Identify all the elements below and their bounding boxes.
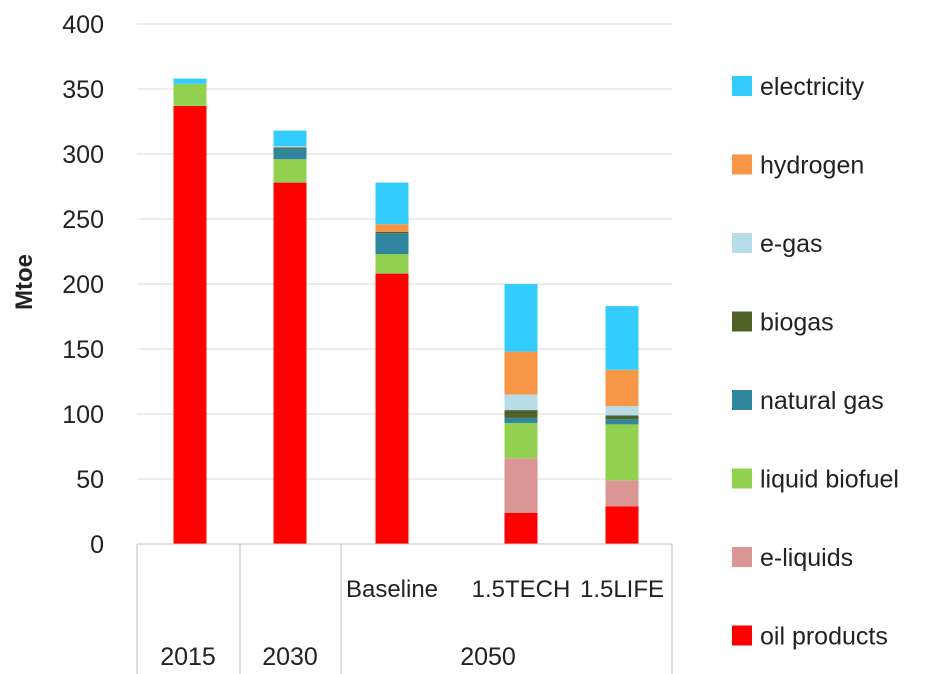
y-tick-label: 350 bbox=[62, 76, 104, 104]
bar-segment bbox=[273, 159, 307, 183]
bar-segment bbox=[273, 182, 307, 544]
legend-item: e-liquids bbox=[732, 544, 853, 572]
legend-swatch bbox=[732, 468, 752, 489]
legend-label: biogas bbox=[760, 309, 834, 337]
bar-stack bbox=[173, 78, 207, 545]
bar-segment bbox=[504, 423, 538, 459]
legend-swatch bbox=[732, 154, 752, 175]
bar-segment bbox=[605, 369, 639, 407]
y-axis-label: Mtoe bbox=[11, 254, 38, 310]
bar-segment bbox=[504, 284, 538, 352]
y-tick-label: 300 bbox=[62, 141, 104, 169]
legend-item: oil products bbox=[732, 623, 888, 651]
bar-segment bbox=[605, 306, 639, 370]
bar-segment bbox=[375, 232, 409, 234]
y-tick-label: 150 bbox=[62, 336, 104, 364]
bar-segment bbox=[273, 147, 307, 149]
legend-label: hydrogen bbox=[760, 152, 864, 180]
legend-label: liquid biofuel bbox=[760, 466, 899, 494]
legend-item: liquid biofuel bbox=[732, 466, 899, 494]
legend-item: natural gas bbox=[732, 387, 884, 415]
x-category-label: 1.5TECH bbox=[472, 576, 571, 603]
bar-stack bbox=[504, 284, 538, 544]
bar-stack bbox=[273, 130, 307, 544]
bar-segment bbox=[504, 410, 538, 418]
bars bbox=[173, 78, 639, 545]
legend-swatch bbox=[732, 390, 752, 410]
bar-segment bbox=[375, 182, 409, 225]
bar-segment bbox=[173, 83, 207, 106]
x-group-label: 2050 bbox=[460, 643, 516, 671]
bar-segment bbox=[375, 224, 409, 232]
legend-swatch bbox=[732, 76, 752, 96]
bar-segment bbox=[605, 406, 639, 416]
bar-segment bbox=[605, 424, 639, 481]
y-tick-label: 400 bbox=[62, 11, 104, 39]
legend-item: hydrogen bbox=[732, 152, 864, 180]
y-tick-label: 250 bbox=[62, 206, 104, 234]
legend-swatch bbox=[732, 311, 752, 332]
legend-swatch bbox=[732, 547, 752, 567]
legend: electricity hydrogen e-gas biogas natural ga… bbox=[732, 73, 899, 651]
y-tick-label: 50 bbox=[76, 466, 104, 494]
legend-label: electricity bbox=[760, 73, 865, 101]
legend-item: electricity bbox=[732, 73, 865, 101]
bar-segment bbox=[273, 130, 307, 147]
bar-segment bbox=[605, 419, 639, 425]
bar-segment bbox=[504, 417, 538, 424]
y-tick-labels: 0 50 100 150 200 250 300 350 400 bbox=[62, 11, 104, 559]
bar-segment bbox=[605, 415, 639, 420]
x-category-label: Baseline bbox=[346, 576, 438, 603]
bar-segment bbox=[273, 148, 307, 160]
legend-label: e-liquids bbox=[760, 544, 853, 572]
bar-segment bbox=[375, 273, 409, 544]
bar-segment bbox=[605, 480, 639, 507]
bar-segment bbox=[504, 458, 538, 513]
bar-stack bbox=[605, 306, 639, 544]
bar-segment bbox=[504, 512, 538, 544]
legend-label: natural gas bbox=[760, 387, 884, 415]
bar-segment bbox=[173, 78, 207, 84]
x-group-label: 2015 bbox=[160, 643, 216, 671]
legend-label: e-gas bbox=[760, 230, 823, 258]
x-group-label: 2030 bbox=[262, 643, 318, 671]
x-axis-categories: Baseline 1.5TECH 1.5LIFE 2015 2030 2050 bbox=[136, 543, 673, 674]
y-tick-label: 100 bbox=[62, 401, 104, 429]
bar-stack bbox=[375, 182, 409, 544]
legend-item: biogas bbox=[732, 309, 834, 337]
y-tick-label: 200 bbox=[62, 271, 104, 299]
bar-segment bbox=[504, 394, 538, 411]
bar-segment bbox=[605, 506, 639, 544]
x-category-label: 1.5LIFE bbox=[580, 576, 664, 603]
legend-swatch bbox=[732, 625, 752, 646]
legend-item: e-gas bbox=[732, 230, 823, 258]
bar-segment bbox=[375, 233, 409, 255]
bar-segment bbox=[504, 351, 538, 395]
legend-label: oil products bbox=[760, 623, 888, 651]
bar-segment bbox=[173, 105, 207, 545]
bar-segment bbox=[375, 254, 409, 274]
bar-segment bbox=[273, 146, 307, 148]
y-tick-label: 0 bbox=[90, 531, 104, 559]
legend-swatch bbox=[732, 233, 752, 253]
